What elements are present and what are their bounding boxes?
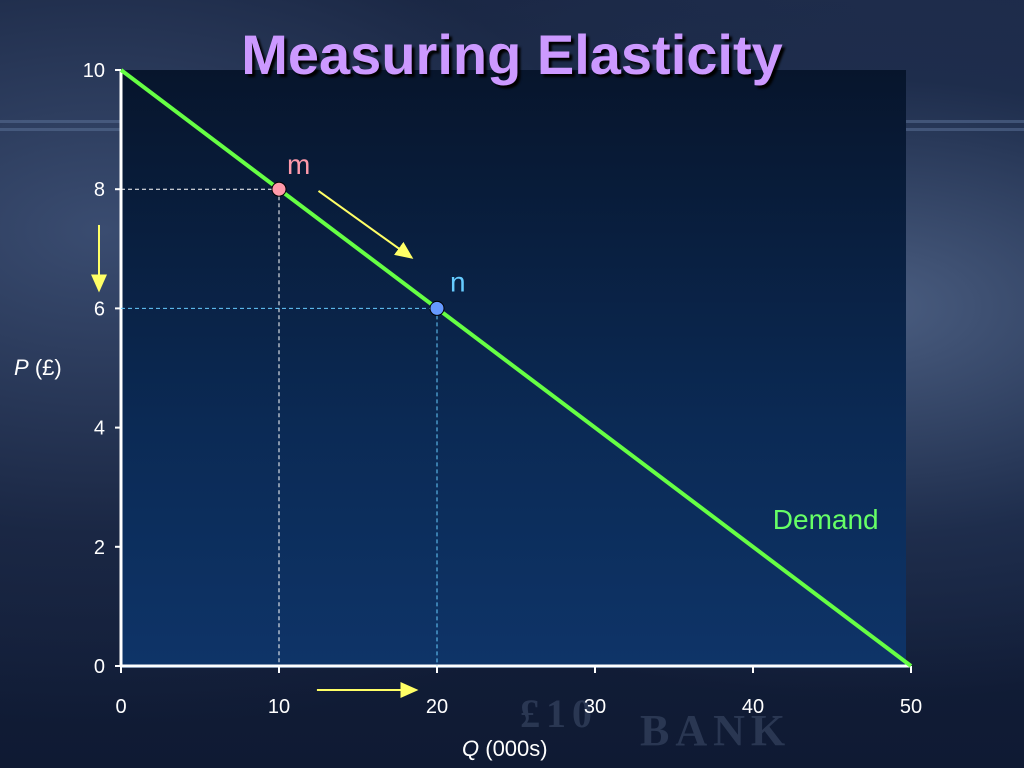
background-watermark: £10 [520,691,598,736]
point-label-n: n [450,266,466,297]
y-tick-label: 8 [94,179,105,201]
x-tick-label: 10 [268,696,290,718]
x-tick-label: 50 [900,696,922,718]
x-tick-label: 0 [115,696,126,718]
point-label-m: m [287,149,310,180]
demand-line [119,68,913,668]
y-axis-title: P (£) [14,355,62,381]
y-axis-unit: (£) [34,355,62,380]
point-n [429,300,445,316]
point-m [271,181,287,197]
y-tick-label: 6 [94,298,105,320]
slide-title: Measuring Elasticity [241,23,783,86]
x-axis-title: Q (000s) [462,736,548,762]
y-axis-variable: P [14,355,29,380]
x-axis-variable: Q [462,736,480,761]
movement-along-curve-arrow [317,190,414,259]
x-tick-label: 30 [584,696,606,718]
background-watermark: BANK [640,706,792,755]
y-tick-label: 4 [94,418,105,440]
x-axis-unit: (000s) [485,736,548,761]
x-tick-label: 40 [742,696,764,718]
y-tick-label: 10 [83,60,105,82]
y-tick-label: 2 [94,537,105,559]
y-tick-label: 0 [94,656,105,678]
x-tick-label: 20 [426,696,448,718]
demand-label: Demand [773,504,879,535]
